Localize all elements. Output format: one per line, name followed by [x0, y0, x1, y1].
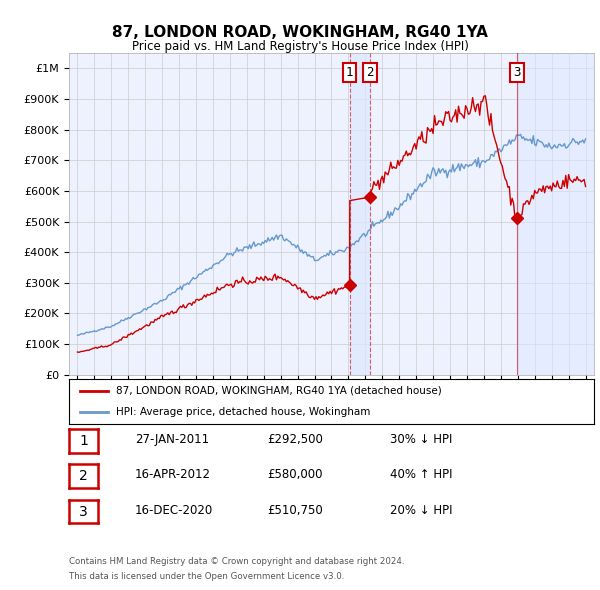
Text: Contains HM Land Registry data © Crown copyright and database right 2024.: Contains HM Land Registry data © Crown c…: [69, 558, 404, 566]
Text: 3: 3: [514, 66, 521, 79]
Text: 40% ↑ HPI: 40% ↑ HPI: [390, 468, 452, 481]
Text: 2: 2: [367, 66, 374, 79]
Text: £292,500: £292,500: [267, 433, 323, 446]
Text: 27-JAN-2011: 27-JAN-2011: [135, 433, 209, 446]
Text: 1: 1: [346, 66, 353, 79]
Text: 20% ↓ HPI: 20% ↓ HPI: [390, 504, 452, 517]
Text: 16-APR-2012: 16-APR-2012: [135, 468, 211, 481]
Text: 87, LONDON ROAD, WOKINGHAM, RG40 1YA: 87, LONDON ROAD, WOKINGHAM, RG40 1YA: [112, 25, 488, 40]
Text: £580,000: £580,000: [267, 468, 323, 481]
Text: This data is licensed under the Open Government Licence v3.0.: This data is licensed under the Open Gov…: [69, 572, 344, 581]
Bar: [517, 53, 594, 375]
Text: 16-DEC-2020: 16-DEC-2020: [135, 504, 213, 517]
Text: 30% ↓ HPI: 30% ↓ HPI: [390, 433, 452, 446]
Text: HPI: Average price, detached house, Wokingham: HPI: Average price, detached house, Woki…: [116, 407, 371, 417]
Text: 1: 1: [79, 434, 88, 448]
Text: 2: 2: [79, 469, 88, 483]
Bar: [350, 53, 370, 375]
Text: Price paid vs. HM Land Registry's House Price Index (HPI): Price paid vs. HM Land Registry's House …: [131, 40, 469, 53]
Text: 87, LONDON ROAD, WOKINGHAM, RG40 1YA (detached house): 87, LONDON ROAD, WOKINGHAM, RG40 1YA (de…: [116, 386, 442, 396]
Text: £510,750: £510,750: [267, 504, 323, 517]
Text: 3: 3: [79, 504, 88, 519]
